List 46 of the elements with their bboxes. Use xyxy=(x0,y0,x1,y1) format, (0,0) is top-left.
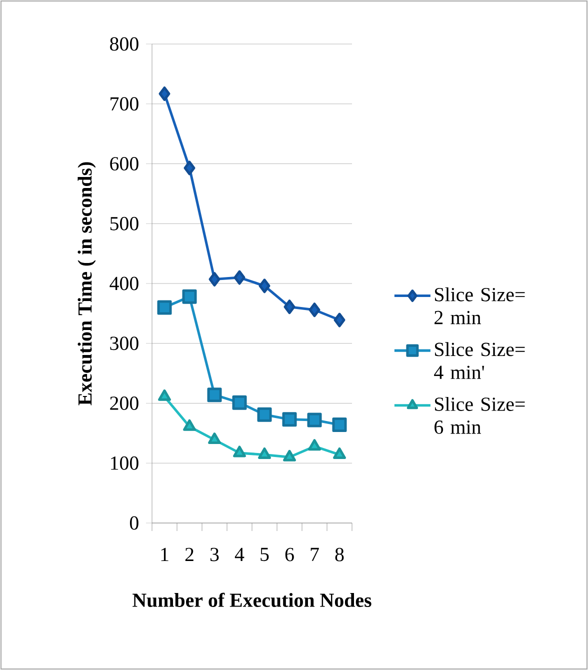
legend-label: Slice Size= 2 min xyxy=(434,287,525,324)
point xyxy=(158,86,170,101)
y-tick-label: 200 xyxy=(110,396,138,410)
point xyxy=(208,432,221,444)
point xyxy=(258,278,270,294)
x-tick-label: 1 xyxy=(161,548,168,561)
point xyxy=(282,412,297,427)
x-tick-label: 4 xyxy=(234,548,244,561)
x-tick-label: 5 xyxy=(260,548,269,562)
point xyxy=(258,447,271,459)
x-tick-label: 2 xyxy=(185,548,194,562)
point xyxy=(182,289,197,304)
point xyxy=(183,419,196,431)
x-tick-label: 7 xyxy=(310,548,319,561)
y-tick-label: 600 xyxy=(110,157,138,170)
y-tick-label: 500 xyxy=(110,216,138,230)
point xyxy=(257,407,272,422)
point xyxy=(284,300,296,314)
y-axis-title: Execution Time ( in seconds) xyxy=(78,162,96,406)
y-tick-label: 800 xyxy=(110,37,138,51)
point xyxy=(158,389,171,401)
point xyxy=(334,312,346,328)
point xyxy=(157,300,172,315)
point xyxy=(283,450,296,462)
point xyxy=(308,302,320,318)
legend-label: Slice Size= 4 min' xyxy=(434,342,525,379)
y-tick-label: 700 xyxy=(110,97,138,111)
x-tick-label: 6 xyxy=(285,548,294,562)
legend-label: Slice Size= 6 min xyxy=(434,396,525,434)
point xyxy=(232,395,247,410)
point xyxy=(333,447,346,459)
point xyxy=(234,270,246,285)
point xyxy=(233,446,246,458)
y-tick-label: 100 xyxy=(111,456,138,470)
y-tick-label: 0 xyxy=(130,516,138,530)
point xyxy=(332,418,347,432)
point xyxy=(207,388,222,402)
x-tick-label: 8 xyxy=(335,548,344,562)
x-axis-title: Number of Execution Nodes xyxy=(132,592,372,608)
x-tick-label: 3 xyxy=(210,548,219,562)
point xyxy=(208,272,220,287)
point xyxy=(308,439,321,451)
y-tick-label: 400 xyxy=(110,276,138,290)
point xyxy=(184,160,196,176)
point xyxy=(307,412,322,428)
y-tick-label: 300 xyxy=(110,336,138,350)
